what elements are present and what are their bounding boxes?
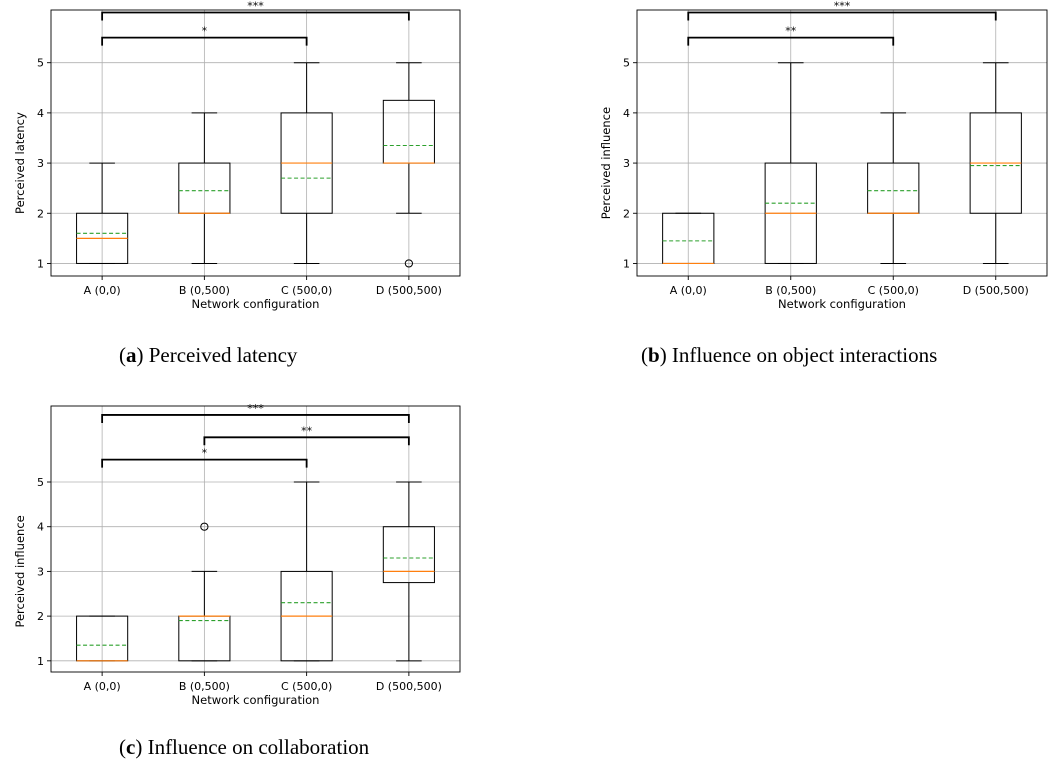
axes-frame [50,9,461,277]
y-axis-label: Perceived influence [13,515,27,627]
y-axis-label: Perceived influence [599,107,613,219]
caption-b: (b) Influence on object interactions [641,343,938,367]
x-tick-label: C (500,0) [281,284,332,297]
significance-bracket [687,36,895,46]
y-tick-label: 3 [37,157,44,170]
y-tick-label: 3 [623,157,630,170]
outlier-point [404,259,413,268]
significance-bracket [687,11,997,21]
y-tick-label: 4 [623,107,630,120]
significance-label: *** [834,0,851,13]
significance-label: ** [301,424,313,437]
significance-label: *** [247,402,264,415]
x-tick-label: B (0,500) [179,680,230,693]
significance-label: * [202,447,208,460]
y-tick-label: 5 [37,57,44,70]
y-tick-label: 4 [37,521,44,534]
significance-label: * [202,25,208,38]
x-axis-label: Network configuration [778,297,906,311]
y-tick-label: 2 [623,207,630,220]
x-tick-label: A (0,0) [84,284,121,297]
x-tick-label: C (500,0) [868,284,919,297]
box [382,526,435,584]
caption-c: (c) Influence on collaboration [119,735,370,759]
x-tick-label: B (0,500) [765,284,816,297]
y-tick-label: 2 [37,207,44,220]
y-tick-label: 5 [37,476,44,489]
y-tick-label: 1 [37,257,44,270]
x-axis-label: Network configuration [192,693,320,707]
y-tick-label: 5 [623,57,630,70]
x-tick-label: D (500,500) [376,680,442,693]
axes-frame [636,9,1048,277]
y-tick-label: 1 [37,655,44,668]
significance-bracket [101,36,308,46]
significance-bracket [101,414,410,423]
outlier-point [200,522,209,531]
x-tick-label: D (500,500) [376,284,442,297]
axes-frame [50,405,461,673]
x-tick-label: C (500,0) [281,680,332,693]
significance-bracket [101,458,308,468]
y-tick-label: 2 [37,610,44,623]
x-tick-label: D (500,500) [963,284,1029,297]
caption-a: (a) Perceived latency [119,343,298,367]
y-tick-label: 1 [623,257,630,270]
significance-bracket [101,11,410,21]
y-axis-label: Perceived latency [13,112,27,214]
significance-label: *** [247,0,264,13]
x-tick-label: A (0,0) [670,284,707,297]
y-tick-label: 4 [37,107,44,120]
x-tick-label: A (0,0) [84,680,121,693]
significance-label: ** [785,25,797,38]
y-tick-label: 3 [37,565,44,578]
significance-bracket [203,436,410,446]
x-tick-label: B (0,500) [179,284,230,297]
x-axis-label: Network configuration [192,297,320,311]
